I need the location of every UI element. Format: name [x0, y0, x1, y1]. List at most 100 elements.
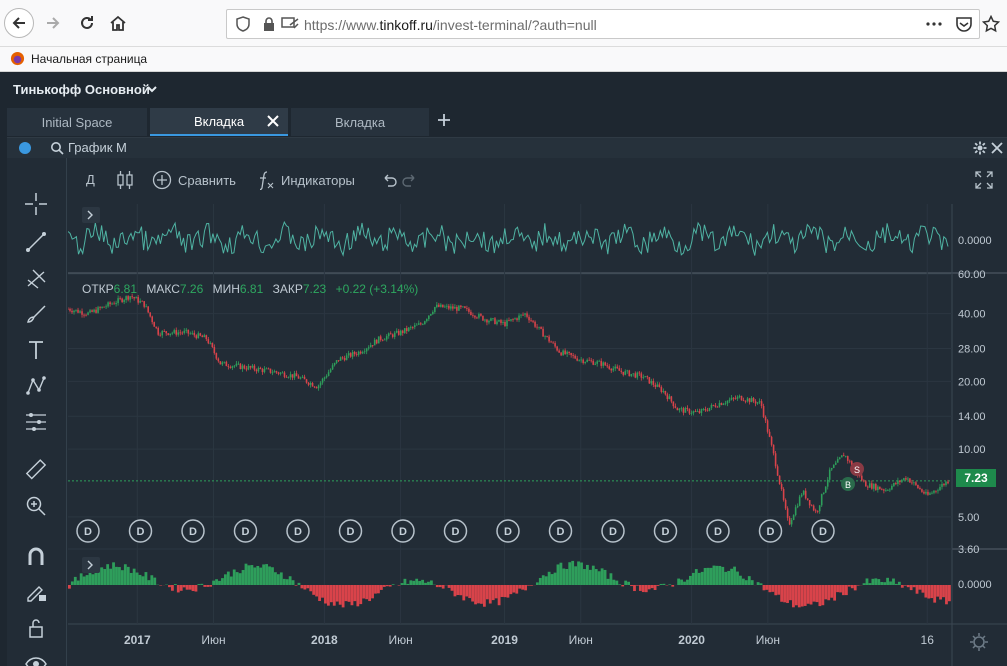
- histogram-bar: [686, 579, 689, 585]
- candle-body: [706, 410, 709, 412]
- histogram-bar: [474, 585, 477, 605]
- reload-button[interactable]: [72, 8, 102, 38]
- pattern-tool[interactable]: [22, 372, 50, 400]
- candle-body: [480, 314, 482, 316]
- dividend-marker[interactable]: D: [706, 519, 730, 543]
- tab-label: Вкладка: [193, 113, 245, 129]
- dividend-marker[interactable]: D: [233, 519, 258, 543]
- dividend-marker[interactable]: D: [338, 519, 363, 543]
- last-price-label: 7.23: [956, 469, 996, 487]
- chart-settings-icon[interactable]: [970, 633, 988, 651]
- candle-body: [261, 369, 264, 373]
- zoom-tool[interactable]: [22, 492, 50, 520]
- tab-initial-space[interactable]: Initial Space: [7, 108, 147, 136]
- magnet-tool[interactable]: [22, 542, 50, 570]
- dividend-marker[interactable]: D: [548, 519, 573, 543]
- dividend-marker[interactable]: D: [653, 519, 678, 543]
- bookmark-home-page[interactable]: Начальная страница: [10, 51, 147, 66]
- dividend-marker[interactable]: D: [811, 519, 835, 543]
- plus-icon[interactable]: [436, 112, 452, 128]
- dividend-marker[interactable]: D: [758, 519, 783, 543]
- dividend-marker[interactable]: D: [601, 519, 625, 543]
- price-chart[interactable]: D D D D D D D D D D D D D D D SB 60.00 40.00 28.00 20.00 14…: [68, 204, 1007, 666]
- forward-button[interactable]: [38, 8, 68, 38]
- candle-body: [305, 379, 308, 383]
- fullscreen-icon[interactable]: [975, 171, 993, 189]
- back-button[interactable]: [4, 8, 34, 38]
- candle-body: [77, 309, 79, 313]
- tab-vkladka-active[interactable]: Вкладка: [150, 108, 288, 136]
- candle-body: [281, 372, 284, 374]
- candle-body: [213, 347, 216, 354]
- close-icon[interactable]: [990, 141, 1004, 155]
- top-pane-expand-button[interactable]: [82, 207, 100, 223]
- tab-vkladka[interactable]: Вкладка: [291, 108, 429, 136]
- measure-tool[interactable]: [22, 408, 50, 436]
- x-tick-label: 2018: [311, 633, 338, 647]
- star-icon[interactable]: [982, 15, 1000, 33]
- candle-body: [496, 321, 498, 325]
- compare-button[interactable]: Сравнить: [152, 170, 236, 190]
- search-icon[interactable]: [50, 141, 64, 155]
- dividend-marker[interactable]: D: [496, 519, 520, 543]
- candle-body: [135, 297, 137, 299]
- text-tool[interactable]: [22, 336, 50, 364]
- candle-body: [253, 365, 256, 370]
- function-icon: [259, 171, 274, 190]
- crosshair-tool[interactable]: [22, 190, 50, 218]
- gear-icon[interactable]: [973, 141, 987, 155]
- account-selector[interactable]: Тинькофф Основной: [13, 82, 150, 97]
- text-icon: [29, 341, 43, 359]
- page-actions-icon[interactable]: [925, 15, 943, 33]
- candle-body: [566, 351, 568, 355]
- histogram-bar: [276, 574, 280, 585]
- link-color-dot[interactable]: [19, 142, 31, 154]
- histogram-bar: [147, 580, 151, 585]
- candle-body: [349, 353, 352, 357]
- lock-drawings-tool[interactable]: [22, 578, 50, 606]
- bottom-pane-expand-button[interactable]: [82, 557, 100, 573]
- visibility-tool[interactable]: [22, 650, 50, 666]
- chevron-down-icon[interactable]: [146, 83, 158, 95]
- fib-tool[interactable]: [22, 264, 50, 292]
- candle-body: [844, 456, 847, 457]
- trend-line-tool[interactable]: [22, 228, 50, 256]
- instrument-title[interactable]: График M: [68, 140, 127, 155]
- histogram-bar: [939, 585, 942, 600]
- chart-type-button[interactable]: [116, 170, 134, 190]
- histogram-bar: [918, 585, 922, 590]
- interval-selector[interactable]: Д: [86, 172, 95, 187]
- url-bar[interactable]: https://www.tinkoff.ru/invest-terminal/?…: [226, 9, 980, 39]
- candle-body: [229, 366, 232, 368]
- histogram-bar: [218, 580, 221, 585]
- candle-body: [422, 324, 424, 326]
- histogram-bar: [836, 585, 839, 593]
- lock-tool[interactable]: [22, 614, 50, 642]
- histogram-bar: [259, 567, 263, 585]
- dividend-marker[interactable]: D: [128, 519, 153, 543]
- indicators-button[interactable]: Индикаторы: [257, 170, 355, 190]
- x-tick-label: Июн: [388, 633, 412, 647]
- dividend-marker[interactable]: D: [181, 519, 205, 543]
- candle-body: [488, 320, 490, 323]
- candle-body: [548, 336, 550, 342]
- ruler-tool[interactable]: [22, 456, 50, 484]
- trade-marker[interactable]: B: [841, 477, 855, 491]
- histogram-bar: [477, 585, 480, 604]
- redo-icon[interactable]: [402, 172, 418, 188]
- trade-marker[interactable]: S: [850, 462, 864, 476]
- brush-tool[interactable]: [22, 300, 50, 328]
- dividend-marker[interactable]: D: [286, 519, 310, 543]
- dividend-marker[interactable]: D: [443, 519, 468, 543]
- histogram-bar: [624, 580, 628, 585]
- magnet-icon: [28, 547, 44, 565]
- dividend-marker[interactable]: D: [391, 519, 415, 543]
- dividend-marker[interactable]: D: [76, 519, 100, 543]
- home-button[interactable]: [103, 8, 133, 38]
- undo-icon[interactable]: [381, 172, 397, 188]
- pocket-icon[interactable]: [955, 15, 973, 33]
- candle-body: [592, 360, 594, 365]
- top-indicator-value: 0.0000: [958, 235, 992, 247]
- close-icon[interactable]: [266, 114, 280, 128]
- candle-body: [714, 405, 717, 407]
